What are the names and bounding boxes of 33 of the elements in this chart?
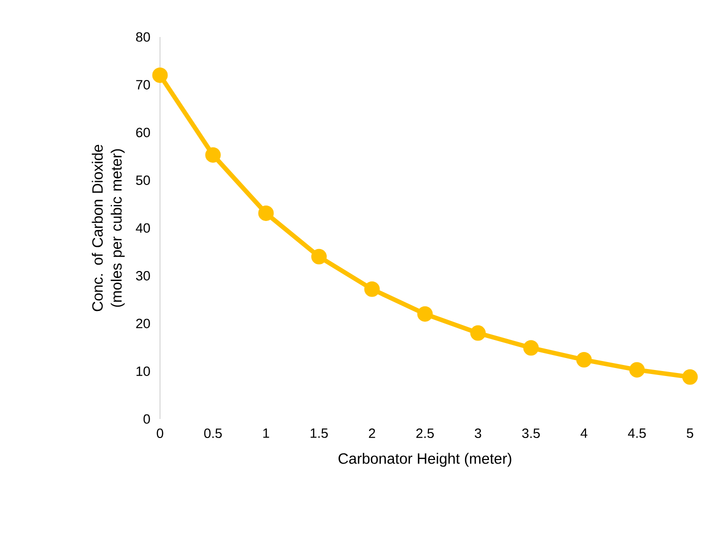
- x-tick-label: 2.5: [416, 428, 434, 438]
- x-tick-label: 1.5: [310, 428, 328, 438]
- x-tick-label: 0.5: [204, 428, 222, 438]
- y-tick-label: 50: [136, 175, 150, 186]
- point: [523, 340, 539, 356]
- point: [470, 325, 486, 341]
- point: [576, 352, 592, 368]
- x-tick-label: 1: [263, 428, 270, 438]
- y-tick-label: 10: [136, 366, 150, 376]
- y-axis-title: Conc. of Carbon Dioxide (moles per cubic meter): [92, 144, 125, 312]
- point: [364, 281, 380, 297]
- point: [258, 205, 274, 221]
- point: [629, 362, 645, 378]
- x-tick-label: 3: [474, 428, 482, 438]
- x-tick-label: 4.5: [628, 428, 646, 438]
- y-tick-label: 40: [136, 223, 150, 233]
- y-tick-label: 30: [136, 270, 150, 281]
- point: [152, 67, 168, 83]
- x-tick-label: 5: [686, 428, 694, 438]
- y-tick-label: 60: [136, 128, 150, 138]
- y-tick-label: 0: [144, 414, 150, 424]
- x-tick-label: 4: [580, 428, 588, 438]
- y-tick-label: 80: [136, 32, 150, 42]
- y-tick-label: 20: [136, 318, 150, 328]
- point: [417, 306, 433, 322]
- point: [205, 147, 221, 163]
- y-tick-label: 70: [136, 80, 150, 90]
- point: [311, 248, 327, 264]
- x-tick-label: 0: [156, 428, 164, 438]
- x-tick-label: 2: [368, 428, 376, 438]
- point: [682, 369, 698, 385]
- x-axis-title: Carbonator Height (meter): [338, 452, 512, 467]
- x-tick-label: 3.5: [522, 428, 540, 438]
